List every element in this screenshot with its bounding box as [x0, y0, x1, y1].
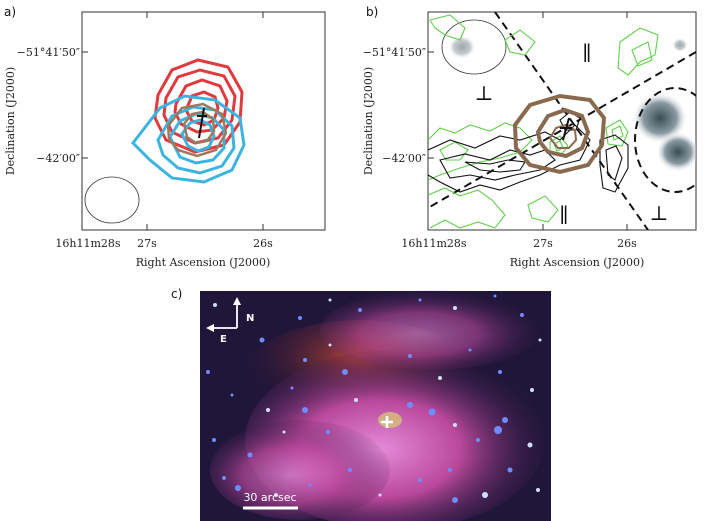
star [213, 303, 217, 307]
brown-contours-b [512, 93, 607, 175]
star [247, 452, 253, 458]
star [328, 298, 332, 302]
star [235, 485, 241, 491]
star [354, 398, 358, 402]
star [303, 358, 307, 362]
star [493, 294, 497, 298]
star [222, 476, 226, 480]
panel-a-xtick-0: 16h11m28s [55, 237, 121, 250]
star [308, 483, 312, 487]
panel-b-ylabel: Declination (J2000) [362, 67, 375, 175]
star [520, 313, 524, 317]
brown-contours [166, 102, 228, 158]
star [206, 370, 210, 374]
star [453, 306, 457, 310]
perp-symbol-left: ⊥ [475, 81, 494, 105]
parallel-symbol-top: ∥ [582, 41, 591, 65]
star [530, 388, 534, 392]
dashed-boundaries [428, 12, 696, 230]
star [358, 308, 362, 312]
star [507, 467, 513, 473]
panel-b-ytick-0: −51°41′50″ [363, 46, 426, 59]
star-field [206, 294, 542, 503]
star [282, 430, 286, 434]
panel-b-label: b) [366, 5, 378, 19]
star [326, 430, 330, 434]
star [498, 370, 502, 374]
star [298, 316, 302, 320]
panel-a-contours [84, 58, 246, 224]
compass-north: N [246, 313, 254, 324]
star [428, 408, 436, 416]
cyan-contours [131, 94, 246, 184]
infrared-image [200, 290, 551, 521]
star [527, 442, 533, 448]
panel-c: c) N E 30 arcsec [171, 287, 551, 521]
perp-symbol-right: ⊥ [650, 201, 669, 225]
panel-a-xtick-2: 26s [253, 237, 273, 250]
star [230, 393, 234, 397]
star [482, 492, 488, 498]
star [448, 468, 452, 472]
panel-b: b) [362, 5, 697, 269]
star [348, 468, 352, 472]
star [259, 337, 265, 343]
beam-ellipse-b [441, 19, 507, 75]
panel-b-content [428, 12, 696, 230]
scalebar-label: 30 arcsec [243, 491, 296, 504]
star [302, 407, 308, 413]
panel-b-xtick-0: 16h11m28s [401, 237, 467, 250]
star [494, 426, 502, 434]
panel-c-label: c) [171, 287, 182, 301]
star [407, 402, 413, 408]
panel-b-ytick-1: −42′00″ [382, 152, 426, 165]
star [452, 497, 458, 503]
star [328, 343, 332, 347]
star [212, 438, 216, 442]
star [536, 488, 540, 492]
star [342, 369, 348, 375]
star [438, 376, 442, 380]
panel-a-ylabel: Declination (J2000) [4, 67, 17, 175]
star [266, 408, 270, 412]
star [476, 438, 480, 442]
compass-east: E [220, 334, 227, 345]
beam-ellipse [84, 176, 140, 224]
source-marker [197, 107, 207, 139]
star [378, 493, 382, 497]
compass: N E [206, 297, 254, 345]
panel-a-label: a) [4, 5, 16, 19]
panel-b-xlabel: Right Ascension (J2000) [510, 256, 645, 269]
panel-b-ticks [428, 12, 628, 230]
source-cross [381, 416, 393, 428]
panel-a-ytick-1: −42′00″ [36, 152, 80, 165]
star [418, 478, 422, 482]
star [502, 417, 508, 423]
star [274, 493, 278, 497]
panel-a-ticks [82, 12, 264, 230]
panel-a-xtick-1: 27s [137, 237, 157, 250]
panel-a: a) [4, 5, 326, 269]
star [538, 338, 542, 342]
panel-b-xtick-1: 27s [533, 237, 553, 250]
panel-b-xtick-2: 26s [617, 237, 637, 250]
star [468, 348, 472, 352]
star [290, 386, 294, 390]
star [408, 354, 412, 358]
panel-a-ytick-0: −51°41′50″ [17, 46, 80, 59]
source-marker-b [560, 117, 572, 141]
star [418, 298, 422, 302]
panel-a-xlabel: Right Ascension (J2000) [136, 256, 271, 269]
parallel-symbol-bottom: ∥ [559, 203, 568, 227]
star [453, 423, 457, 427]
